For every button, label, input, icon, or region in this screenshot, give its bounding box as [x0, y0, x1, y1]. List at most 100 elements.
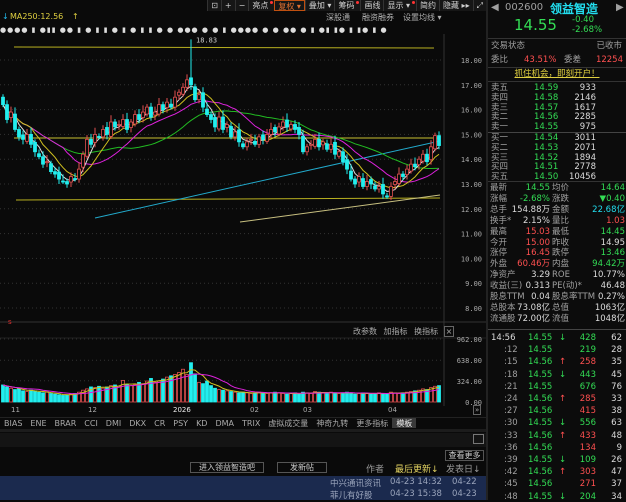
candle[interactable]	[149, 102, 153, 121]
volume-bar[interactable]	[165, 376, 169, 403]
volume-bar[interactable]	[341, 392, 345, 403]
author-column-header[interactable]: 作者	[366, 465, 385, 475]
volume-bar[interactable]	[337, 393, 341, 403]
volume-bar[interactable]	[1, 384, 5, 403]
toolbar-button-5[interactable]: 叠加 ▾	[304, 0, 335, 11]
volume-bar[interactable]	[249, 393, 253, 403]
candle[interactable]	[277, 122, 281, 137]
volume-bar[interactable]	[29, 389, 33, 403]
candle[interactable]	[77, 162, 81, 183]
volume-bar[interactable]	[169, 375, 173, 403]
volume-bar[interactable]	[97, 385, 101, 403]
volume-bar[interactable]	[385, 393, 389, 403]
volume-bar[interactable]	[193, 373, 197, 403]
indicator-tab[interactable]: ENE	[30, 419, 47, 428]
volume-bar[interactable]	[229, 391, 233, 403]
panel-divider[interactable]	[486, 0, 488, 500]
candle[interactable]	[237, 123, 241, 147]
candle[interactable]	[125, 112, 129, 134]
candle[interactable]	[325, 139, 329, 152]
toolbar-button-6[interactable]: 筹码	[334, 0, 361, 11]
candle[interactable]	[105, 122, 109, 140]
volume-bar[interactable]	[69, 393, 73, 403]
volume-bar[interactable]	[413, 390, 417, 403]
volume-bar[interactable]	[389, 391, 393, 403]
volume-bar[interactable]	[365, 393, 369, 403]
volume-bar[interactable]	[313, 391, 317, 403]
bids-row[interactable]: 买四 14.51 2778	[488, 162, 626, 172]
indicator-tab[interactable]: BRAR	[54, 419, 77, 428]
candle[interactable]	[73, 173, 77, 182]
candle[interactable]	[173, 90, 177, 111]
volume-bar[interactable]	[93, 387, 97, 403]
candle[interactable]	[145, 104, 149, 117]
candle[interactable]	[301, 129, 305, 155]
volume-bar[interactable]	[101, 387, 105, 403]
volume-bar[interactable]	[9, 387, 13, 403]
candle[interactable]	[45, 154, 49, 168]
bids-row[interactable]: 买三 14.52 1894	[488, 153, 626, 163]
candle[interactable]	[337, 148, 341, 159]
volume-bar[interactable]	[305, 392, 309, 403]
candle[interactable]	[217, 111, 221, 132]
candle[interactable]	[13, 107, 17, 132]
toolbar-button-3[interactable]: 亮点	[248, 0, 275, 11]
candle[interactable]	[397, 167, 401, 186]
volume-bar[interactable]	[213, 387, 217, 403]
candle[interactable]	[413, 157, 417, 171]
volume-bar[interactable]	[13, 389, 17, 403]
toolbar-button-7[interactable]: 画线	[360, 0, 384, 11]
candle[interactable]	[85, 135, 89, 159]
event-marker-strip[interactable]: ●●●● ▮ ●▮▮ ●● ▮ ● ▮ ▮ ● ▮ ● ▮ ▮ ● ● ●●● …	[0, 26, 388, 34]
candle[interactable]	[257, 133, 261, 149]
indicator-tab[interactable]: DMA	[215, 419, 235, 428]
bids-row[interactable]: 买二 14.53 2071	[488, 143, 626, 153]
candle[interactable]	[317, 132, 321, 151]
close-icon[interactable]: ×	[443, 326, 455, 337]
volume-bar[interactable]	[345, 391, 349, 403]
add-indicator-button[interactable]: 加指标	[383, 327, 408, 336]
volume-bar[interactable]	[133, 384, 137, 403]
volume-bar[interactable]	[429, 387, 433, 403]
candle[interactable]	[101, 125, 105, 141]
candle[interactable]	[377, 181, 381, 193]
volume-bar[interactable]	[77, 391, 81, 403]
volume-bar[interactable]	[17, 388, 21, 403]
candle[interactable]	[133, 110, 137, 127]
lock-icon[interactable]: ⊡	[207, 0, 221, 11]
candle[interactable]	[81, 151, 85, 173]
candle[interactable]	[9, 106, 13, 123]
volume-bar[interactable]	[257, 391, 261, 403]
candle[interactable]	[229, 122, 233, 140]
volume-bar[interactable]	[373, 393, 377, 403]
volume-bar[interactable]	[301, 391, 305, 403]
volume-bar[interactable]	[181, 368, 185, 403]
candle[interactable]	[421, 150, 425, 164]
candle[interactable]	[201, 87, 205, 113]
candle[interactable]	[109, 115, 113, 139]
set-ma-dropdown[interactable]: 设置均线 ▾	[403, 13, 442, 22]
toolbar-button-4[interactable]: 复权 ▾	[274, 0, 305, 11]
volume-bar[interactable]	[277, 392, 281, 403]
volume-bar[interactable]	[293, 392, 297, 403]
candle[interactable]	[253, 134, 257, 147]
candle[interactable]	[93, 127, 97, 148]
toolbar-button-9[interactable]: 简约	[416, 0, 440, 11]
volume-bar[interactable]	[109, 385, 113, 403]
candle[interactable]	[37, 149, 41, 160]
candle[interactable]	[1, 94, 5, 108]
forum-row[interactable]: 中兴通讯资讯 04-23 14:32 04-22	[0, 477, 480, 489]
candle[interactable]	[389, 182, 393, 201]
volume-bar[interactable]	[201, 383, 205, 403]
candle[interactable]	[21, 130, 25, 145]
volume-bar[interactable]	[49, 393, 53, 403]
indicator-tab[interactable]: DMI	[105, 419, 122, 428]
candle[interactable]	[61, 174, 65, 184]
candle[interactable]	[329, 138, 333, 153]
volume-bar[interactable]	[185, 374, 189, 403]
candle[interactable]	[333, 135, 337, 160]
candle[interactable]	[49, 160, 53, 175]
indicator-tab[interactable]: PSY	[173, 419, 189, 428]
volume-bar[interactable]	[309, 393, 313, 403]
asks-row[interactable]: 卖五 14.59 933	[488, 83, 626, 93]
